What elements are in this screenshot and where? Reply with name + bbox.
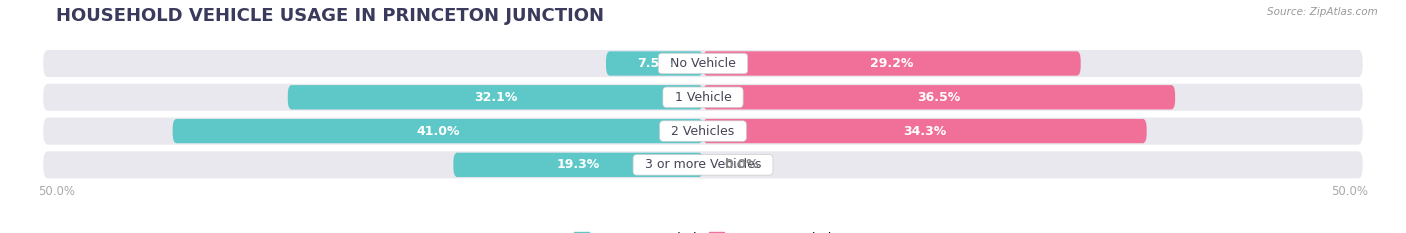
FancyBboxPatch shape xyxy=(44,84,1362,111)
Text: 3 or more Vehicles: 3 or more Vehicles xyxy=(637,158,769,171)
Text: 32.1%: 32.1% xyxy=(474,91,517,104)
Text: 41.0%: 41.0% xyxy=(416,125,460,137)
FancyBboxPatch shape xyxy=(44,151,1362,178)
FancyBboxPatch shape xyxy=(44,50,1362,77)
FancyBboxPatch shape xyxy=(606,51,703,76)
Text: 7.5%: 7.5% xyxy=(637,57,672,70)
Text: 34.3%: 34.3% xyxy=(903,125,946,137)
FancyBboxPatch shape xyxy=(44,117,1362,144)
Text: No Vehicle: No Vehicle xyxy=(662,57,744,70)
FancyBboxPatch shape xyxy=(703,51,1081,76)
Text: Source: ZipAtlas.com: Source: ZipAtlas.com xyxy=(1267,7,1378,17)
Text: 0.0%: 0.0% xyxy=(724,158,759,171)
FancyBboxPatch shape xyxy=(173,119,703,143)
FancyBboxPatch shape xyxy=(453,153,703,177)
Text: 36.5%: 36.5% xyxy=(918,91,960,104)
Text: 29.2%: 29.2% xyxy=(870,57,914,70)
FancyBboxPatch shape xyxy=(703,119,1147,143)
Legend: Owner-occupied, Renter-occupied: Owner-occupied, Renter-occupied xyxy=(568,227,838,233)
FancyBboxPatch shape xyxy=(288,85,703,110)
FancyBboxPatch shape xyxy=(703,85,1175,110)
Text: 2 Vehicles: 2 Vehicles xyxy=(664,125,742,137)
Text: HOUSEHOLD VEHICLE USAGE IN PRINCETON JUNCTION: HOUSEHOLD VEHICLE USAGE IN PRINCETON JUN… xyxy=(56,7,605,25)
Text: 19.3%: 19.3% xyxy=(557,158,600,171)
Text: 1 Vehicle: 1 Vehicle xyxy=(666,91,740,104)
